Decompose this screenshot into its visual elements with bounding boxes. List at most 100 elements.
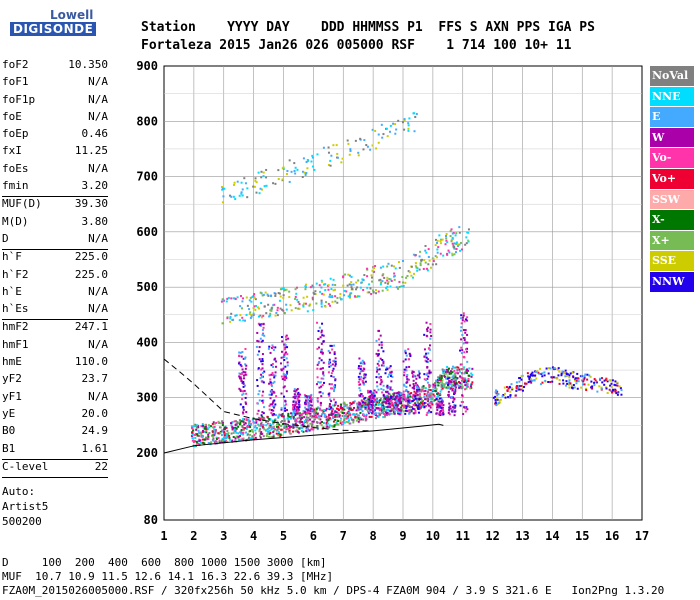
echo-point <box>377 403 380 406</box>
y-tick-label: 600 <box>136 225 158 239</box>
echo-point <box>255 191 258 194</box>
echo-point <box>232 195 235 198</box>
echo-point <box>310 404 313 407</box>
echo-point <box>402 398 405 401</box>
echo-point <box>417 370 420 373</box>
echo-point <box>425 267 428 270</box>
echo-point <box>549 381 552 384</box>
echo-point <box>288 290 291 293</box>
echo-point <box>606 380 609 383</box>
echo-point <box>564 369 567 372</box>
echo-point <box>380 123 383 126</box>
echo-point <box>271 344 274 347</box>
echo-point <box>439 392 442 395</box>
echo-point <box>223 436 226 439</box>
echo-point <box>441 368 444 371</box>
echo-point <box>306 396 309 399</box>
echo-point <box>453 404 456 407</box>
echo-point <box>410 406 413 409</box>
echo-point <box>269 378 272 381</box>
echo-point <box>401 121 404 124</box>
param-row-fmin: fmin 3.20 <box>2 179 108 196</box>
param-value: N/A <box>88 337 108 351</box>
echo-point <box>297 406 300 409</box>
echo-point <box>443 374 446 377</box>
echo-point <box>495 404 498 407</box>
echo-point <box>363 383 366 386</box>
echo-point <box>375 147 378 150</box>
echo-point <box>225 432 228 435</box>
param-key: foE <box>2 109 22 123</box>
echo-point <box>282 372 285 375</box>
echo-point <box>533 379 536 382</box>
echo-point <box>416 393 419 396</box>
echo-point <box>606 391 609 394</box>
echo-point <box>438 405 441 408</box>
echo-point <box>326 425 329 428</box>
echo-point <box>430 394 433 397</box>
echo-point <box>333 425 336 428</box>
echo-point <box>278 428 281 431</box>
echo-point <box>416 405 419 408</box>
param-row-ye: yE 20.0 <box>2 407 108 424</box>
echo-point <box>350 283 353 286</box>
echo-point <box>376 381 379 384</box>
param-value: N/A <box>88 161 108 175</box>
x-tick-label: 1 <box>160 529 167 543</box>
echo-point <box>265 424 268 427</box>
echo-point <box>407 392 410 395</box>
echo-point <box>462 413 465 416</box>
echo-point <box>385 414 388 417</box>
echo-point <box>527 381 530 384</box>
echo-point <box>415 266 418 269</box>
echo-point <box>520 378 523 381</box>
echo-point <box>342 423 345 426</box>
echo-point <box>370 415 373 418</box>
echo-point <box>305 161 308 164</box>
echo-point <box>382 394 385 397</box>
echo-point <box>360 408 363 411</box>
echo-point <box>325 422 328 425</box>
echo-point <box>371 409 374 412</box>
echo-point <box>394 123 397 126</box>
echo-point <box>616 384 619 387</box>
echo-point <box>620 393 623 396</box>
echo-point <box>270 393 273 396</box>
echo-point <box>401 404 404 407</box>
echo-point <box>268 345 271 348</box>
echo-point <box>337 404 340 407</box>
echo-point <box>194 433 197 436</box>
echo-point <box>357 420 360 423</box>
legend-item-noval: NoVal <box>650 66 694 87</box>
echo-point <box>385 405 388 408</box>
echo-point <box>460 352 463 355</box>
param-key: yF1 <box>2 389 22 403</box>
echo-point <box>506 389 509 392</box>
echo-point <box>409 355 412 358</box>
echo-point <box>327 422 330 425</box>
param-key: foEp <box>2 127 29 141</box>
echo-point <box>362 279 365 282</box>
echo-point <box>358 372 361 375</box>
echo-point <box>339 420 342 423</box>
echo-point <box>307 416 310 419</box>
echo-point <box>361 379 364 382</box>
echo-point <box>434 382 437 385</box>
echo-point <box>309 396 312 399</box>
echo-point <box>451 236 454 239</box>
echo-point <box>362 413 365 416</box>
echo-point <box>342 407 345 410</box>
param-row-clevel: C-level 22 <box>2 460 108 477</box>
echo-point <box>452 400 455 403</box>
x-tick-label: 6 <box>310 529 317 543</box>
echo-point <box>372 408 375 411</box>
param-value: 20.0 <box>81 406 109 420</box>
echo-point <box>292 408 295 411</box>
echo-point <box>439 390 442 393</box>
echo-point <box>347 419 350 422</box>
echo-point <box>273 405 276 408</box>
echo-point <box>377 364 380 367</box>
echo-point <box>252 307 255 310</box>
echo-point <box>222 299 225 302</box>
echo-point <box>425 379 428 382</box>
